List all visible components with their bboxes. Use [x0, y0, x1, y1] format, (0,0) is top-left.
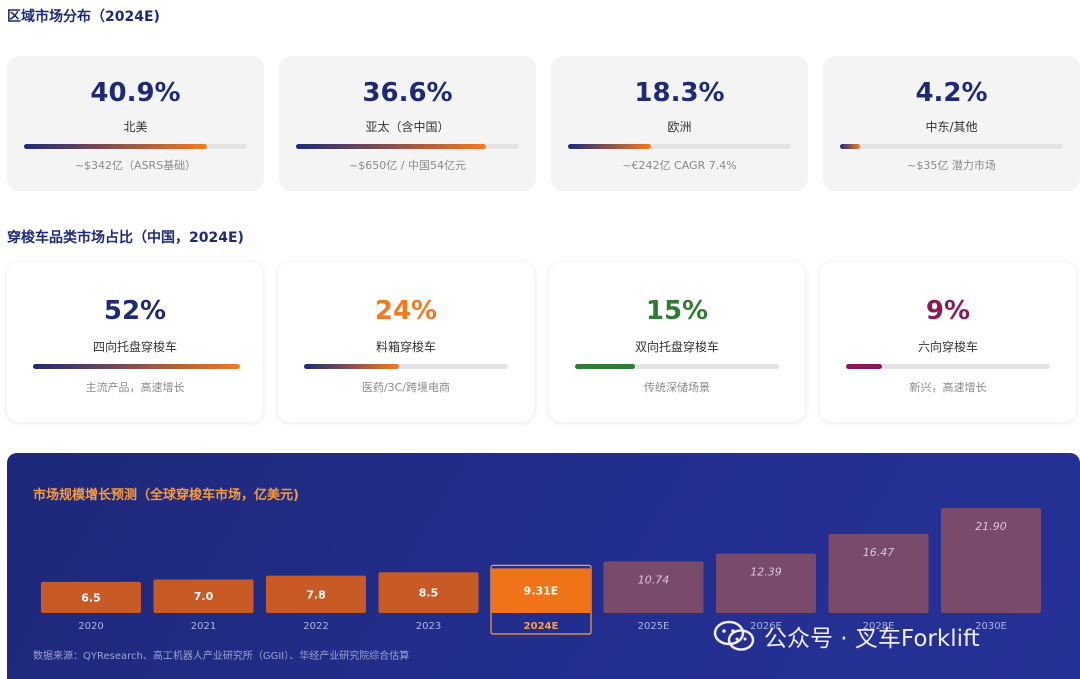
- category-card: 24% 料箱穿梭车 医药/3C/跨境电商: [278, 262, 534, 422]
- value-label-2021: 7.0: [194, 590, 214, 603]
- watermark: 公众号 · 叉车Forklift: [712, 619, 980, 653]
- category-card: 15% 双向托盘穿梭车 传统深储场景: [549, 262, 805, 422]
- category-progress-fill: [33, 364, 240, 369]
- wechat-icon: [713, 620, 755, 651]
- category-label: 双向托盘穿梭车: [634, 340, 719, 354]
- bar-2025E: [603, 561, 704, 613]
- value-label-2020: 6.5: [81, 591, 101, 604]
- region-progress-track: [568, 144, 791, 149]
- region-pct: 36.6%: [362, 78, 453, 108]
- category-pct: 9%: [925, 296, 971, 326]
- region-progress-fill: [24, 144, 207, 149]
- region-label: 亚太（含中国）: [365, 120, 450, 134]
- region-pct: 4.2%: [915, 78, 988, 108]
- category-pct: 52%: [103, 296, 167, 326]
- watermark-text: 公众号 · 叉车Forklift: [764, 626, 980, 652]
- bar-2021: [153, 579, 254, 613]
- region-progress-fill: [568, 144, 651, 149]
- region-label: 北美: [123, 120, 148, 134]
- category-label: 六向穿梭车: [917, 340, 978, 354]
- category-progress-fill: [575, 364, 635, 369]
- region-progress-track: [24, 144, 247, 149]
- category-sub: 新兴，高速增长: [909, 381, 987, 394]
- bar-2023: [378, 572, 479, 613]
- categories-title: 穿梭车品类市场占比（中国，2024E): [7, 230, 244, 246]
- region-label: 欧洲: [667, 120, 692, 134]
- region-pct: 18.3%: [634, 78, 725, 108]
- data-source-note: 数据来源：QYResearch、高工机器人产业研究所（GGII）、华经产业研究院…: [33, 651, 410, 662]
- value-label-2023: 8.5: [419, 587, 439, 600]
- category-sub: 主流产品，高速增长: [85, 381, 185, 394]
- category-label: 料箱穿梭车: [375, 340, 436, 354]
- category-progress-track: [33, 364, 240, 369]
- category-progress-track: [304, 364, 508, 369]
- region-progress-fill: [296, 144, 486, 149]
- region-card: 4.2% 中东/其他 ~$35亿 潜力市场: [823, 56, 1080, 191]
- region-sub: ~$342亿（ASRS基础）: [74, 159, 197, 172]
- category-card: 52% 四向托盘穿梭车 主流产品，高速增长: [7, 262, 263, 422]
- category-progress-fill: [846, 364, 882, 369]
- category-progress-track: [575, 364, 779, 369]
- tick-label-2024E: 2024E: [524, 621, 559, 632]
- tick-label-2020: 2020: [78, 621, 103, 632]
- category-pct: 15%: [645, 296, 709, 326]
- region-pct: 40.9%: [90, 78, 181, 108]
- value-label-2028E: 16.47: [863, 546, 895, 559]
- bar-2024E: [491, 568, 591, 613]
- tick-label-2022: 2022: [303, 621, 328, 632]
- region-sub: ~$650亿 / 中国54亿元: [349, 159, 466, 172]
- growth-title: 市场规模增长预测（全球穿梭车市场，亿美元): [33, 488, 299, 503]
- tick-label-2025E: 2025E: [638, 621, 670, 632]
- region-progress-track: [840, 144, 1063, 149]
- region-card: 36.6% 亚太（含中国） ~$650亿 / 中国54亿元: [279, 56, 536, 191]
- growth-bar-chart: 6.5 2020 7.0 2021 7.8 2022 8.5 2023 9.31E 2024E 10…: [41, 508, 1041, 635]
- category-sub: 传统深储场景: [644, 381, 710, 394]
- tick-label-2030E: 2030E: [975, 621, 1007, 632]
- value-label-2025E: 10.74: [638, 574, 670, 587]
- bar-2022: [266, 575, 366, 613]
- region-card: 40.9% 北美 ~$342亿（ASRS基础）: [7, 56, 264, 191]
- value-label-2022: 7.8: [306, 588, 326, 601]
- bar-2030E: [941, 508, 1041, 613]
- bar-2026E: [716, 553, 816, 613]
- growth-panel: 市场规模增长预测（全球穿梭车市场，亿美元) 6.5 2020 7.0 2021 7.8 2…: [7, 453, 1080, 679]
- tick-label-2021: 2021: [191, 621, 216, 632]
- tick-label-2028E: 2028E: [863, 621, 895, 632]
- category-progress-fill: [304, 364, 400, 369]
- region-progress-fill: [840, 144, 861, 149]
- region-label: 中东/其他: [925, 120, 978, 134]
- regions-title: 区域市场分布（2024E): [7, 9, 160, 25]
- category-label: 四向托盘穿梭车: [92, 340, 177, 354]
- region-progress-track: [296, 144, 519, 149]
- tick-label-2023: 2023: [416, 621, 441, 632]
- value-label-2024E: 9.31E: [524, 585, 559, 598]
- category-sub: 医药/3C/跨境电商: [361, 381, 451, 394]
- category-progress-track: [846, 364, 1050, 369]
- category-card: 9% 六向穿梭车 新兴，高速增长: [820, 262, 1076, 422]
- value-label-2030E: 21.90: [975, 520, 1007, 533]
- category-cards: 52% 四向托盘穿梭车 主流产品，高速增长 24% 料箱穿梭车 医药/3C/跨境…: [7, 262, 1076, 422]
- tick-label-2026E: 2026E: [750, 621, 782, 632]
- region-cards: 40.9% 北美 ~$342亿（ASRS基础） 36.6% 亚太（含中国） ~$…: [7, 56, 1080, 191]
- category-pct: 24%: [374, 296, 438, 326]
- bar-2020: [41, 581, 141, 613]
- region-card: 18.3% 欧洲 ~€242亿 CAGR 7.4%: [551, 56, 808, 191]
- bar-2028E: [828, 534, 929, 613]
- value-label-2026E: 12.39: [750, 566, 782, 579]
- region-sub: ~€242亿 CAGR 7.4%: [622, 159, 737, 172]
- region-sub: ~$35亿 潜力市场: [907, 159, 996, 172]
